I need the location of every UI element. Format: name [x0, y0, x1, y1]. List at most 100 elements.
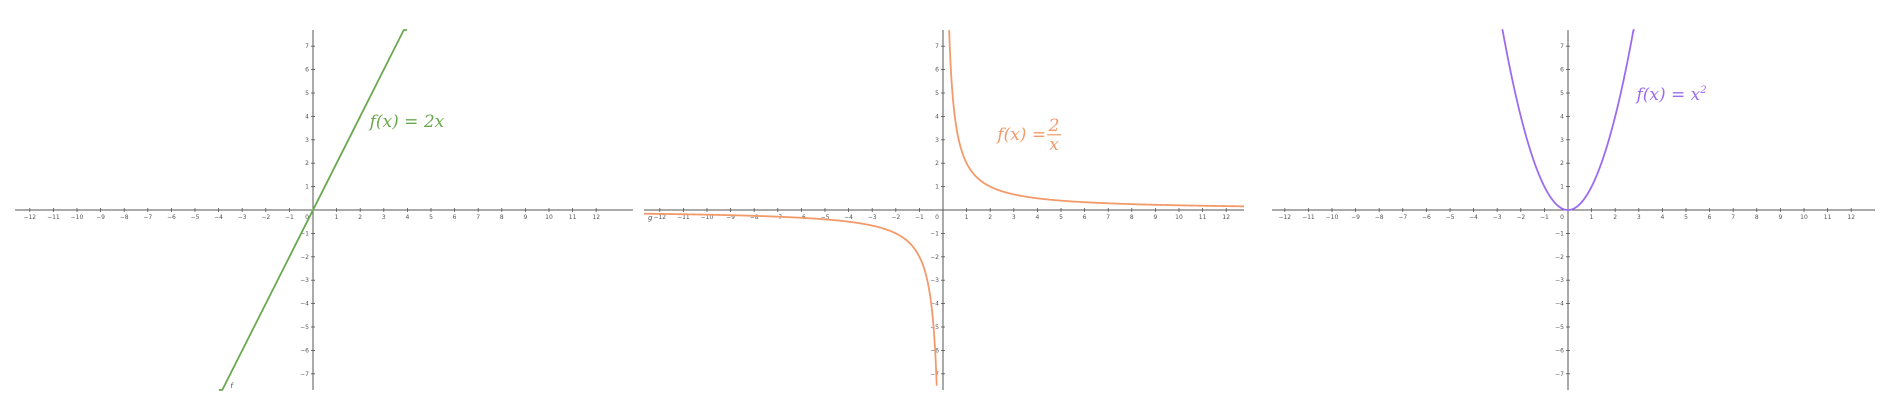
x-tick-label: 3	[1012, 214, 1016, 221]
x-tick-label: −4	[1469, 214, 1478, 221]
graph-panel-quadratic: −12 −11 −10 −9 −8 −7 −6 −5 −4 −3 −2 −1 1 2 3 4 5 6 7 8 9 10 11…	[1272, 29, 1875, 390]
x-tick-label: 5	[1059, 214, 1063, 221]
x-tick-label: 3	[1637, 214, 1641, 221]
function-label: f(x) = 2x	[368, 112, 445, 132]
curve-name-label: g	[648, 214, 653, 222]
x-tick-label: −12	[1278, 214, 1291, 221]
x-tick-label: 1	[965, 214, 969, 221]
function-curve	[218, 29, 407, 391]
y-tick-label: 5	[305, 90, 309, 97]
function-curve	[1501, 29, 1635, 211]
x-tick-label: 7	[1106, 214, 1110, 221]
y-tick-label: 4	[305, 113, 309, 120]
origin-label: 0	[305, 214, 309, 221]
fraction-numerator: 2	[1048, 116, 1060, 136]
x-tick-label: −7	[1398, 214, 1407, 221]
y-tick-label: −1	[930, 230, 939, 237]
x-tick-label: 2	[358, 214, 362, 221]
y-tick-label: 4	[1560, 113, 1564, 120]
y-tick-label: −1	[300, 230, 309, 237]
x-tick-label: 9	[1153, 214, 1157, 221]
x-tick-label: −8	[120, 214, 129, 221]
x-tick-label: 5	[429, 214, 433, 221]
x-tick-label: −6	[167, 214, 176, 221]
y-tick-label: 7	[935, 43, 939, 50]
x-tick-label: −10	[1326, 214, 1339, 221]
function-curve	[948, 30, 1244, 208]
y-tick-label: −2	[1555, 254, 1564, 261]
x-tick-label: 10	[545, 214, 553, 221]
y-tick-label: −5	[300, 324, 309, 331]
x-tick-label: −12	[23, 214, 36, 221]
x-tick-label: 3	[382, 214, 386, 221]
x-tick-label: 9	[1778, 214, 1782, 221]
y-tick-label: 5	[1560, 90, 1564, 97]
x-tick-label: 7	[476, 214, 480, 221]
x-tick-label: 9	[523, 214, 527, 221]
y-tick-label: 6	[935, 67, 939, 74]
x-tick-label: −7	[143, 214, 152, 221]
y-tick-label: 6	[1560, 67, 1564, 74]
function-label: f(x) = x2	[1634, 85, 1706, 105]
y-tick-label: −3	[300, 277, 309, 284]
y-tick-label: 1	[935, 184, 939, 191]
x-tick-label: 6	[1083, 214, 1087, 221]
y-tick-label: −5	[930, 324, 939, 331]
y-tick-label: −7	[1555, 371, 1564, 378]
x-tick-label: 11	[1824, 214, 1832, 221]
function-curve	[643, 212, 938, 386]
x-tick-label: 8	[500, 214, 504, 221]
x-tick-label: −1	[915, 214, 924, 221]
x-tick-label: 12	[1847, 214, 1855, 221]
x-tick-label: 1	[1590, 214, 1594, 221]
y-tick-label: −6	[1555, 347, 1564, 354]
y-tick-label: −1	[1555, 230, 1564, 237]
x-tick-label: 6	[453, 214, 457, 221]
x-tick-label: 4	[405, 214, 409, 221]
x-tick-label: 2	[988, 214, 992, 221]
y-tick-label: 3	[305, 137, 309, 144]
x-tick-label: −6	[1422, 214, 1431, 221]
x-tick-label: −2	[1516, 214, 1525, 221]
y-tick-label: 4	[935, 113, 939, 120]
x-tick-label: −11	[47, 214, 60, 221]
x-tick-label: −12	[653, 214, 666, 221]
x-tick-label: −10	[701, 214, 714, 221]
y-tick-label: 7	[1560, 43, 1564, 50]
y-tick-label: −7	[300, 371, 309, 378]
y-tick-label: 2	[1560, 160, 1564, 167]
x-tick-label: −3	[1493, 214, 1502, 221]
x-tick-label: −9	[96, 214, 105, 221]
x-tick-label: 2	[1613, 214, 1617, 221]
y-tick-label: −4	[1555, 301, 1564, 308]
x-tick-label: 6	[1708, 214, 1712, 221]
y-tick-label: 7	[305, 43, 309, 50]
x-tick-label: −9	[1351, 214, 1360, 221]
y-tick-label: 2	[305, 160, 309, 167]
x-tick-label: −8	[750, 214, 759, 221]
x-tick-label: −3	[868, 214, 877, 221]
y-tick-label: −2	[300, 254, 309, 261]
y-tick-label: −7	[930, 371, 939, 378]
x-tick-label: 4	[1660, 214, 1664, 221]
x-tick-label: 12	[1222, 214, 1230, 221]
y-tick-label: 3	[935, 137, 939, 144]
y-tick-label: −4	[930, 301, 939, 308]
x-tick-label: −4	[844, 214, 853, 221]
y-tick-label: −3	[1555, 277, 1564, 284]
y-tick-label: 3	[1560, 137, 1564, 144]
y-tick-label: 1	[305, 184, 309, 191]
x-tick-label: −1	[285, 214, 294, 221]
y-tick-label: −5	[1555, 324, 1564, 331]
y-tick-label: −2	[930, 254, 939, 261]
x-tick-label: 11	[1199, 214, 1207, 221]
x-tick-label: −3	[238, 214, 247, 221]
origin-label: 0	[1560, 214, 1564, 221]
origin-label: 0	[935, 214, 939, 221]
y-tick-label: 5	[935, 90, 939, 97]
x-tick-label: −4	[214, 214, 223, 221]
x-tick-label: 7	[1731, 214, 1735, 221]
x-tick-label: 1	[335, 214, 339, 221]
x-tick-label: 4	[1035, 214, 1039, 221]
